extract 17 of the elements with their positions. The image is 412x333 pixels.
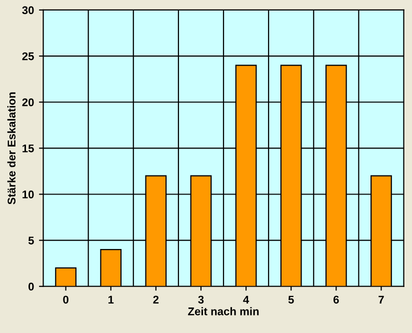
- y-tick-label: 30: [22, 6, 34, 14]
- y-tick-label: 20: [22, 98, 34, 106]
- y-tick-label: 15: [22, 144, 34, 152]
- x-tick-label: 4: [243, 296, 250, 304]
- x-tick-label: 1: [108, 296, 114, 304]
- x-tick-label: 2: [153, 296, 159, 304]
- x-tick-label: 5: [288, 296, 294, 304]
- x-tick-label: 3: [198, 296, 204, 304]
- x-axis-title: Zeit nach min: [188, 307, 259, 316]
- y-tick-label: 5: [28, 236, 34, 244]
- y-tick-label: 25: [22, 52, 34, 60]
- x-tick-label: 7: [378, 296, 384, 304]
- x-tick-label: 0: [63, 296, 68, 304]
- y-tick-label: 10: [22, 190, 34, 198]
- x-tick-label: 6: [333, 296, 339, 304]
- y-tick-label: 0: [28, 282, 34, 291]
- y-axis-title: Stärke der Eskalation: [7, 92, 16, 204]
